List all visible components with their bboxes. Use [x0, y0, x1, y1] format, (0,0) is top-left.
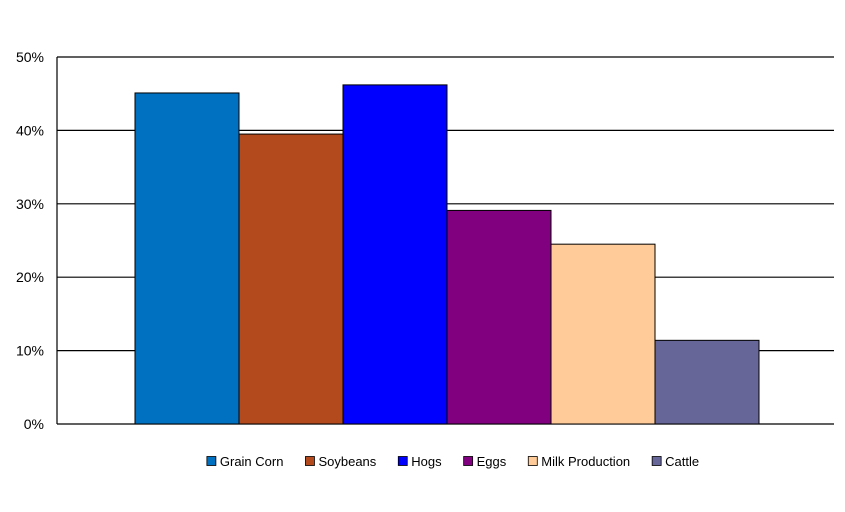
legend-swatch	[305, 456, 315, 466]
legend-item: Milk Production	[527, 454, 630, 469]
bar-soybeans	[238, 133, 344, 425]
legend-label: Hogs	[411, 454, 442, 469]
bar-eggs	[446, 209, 552, 425]
legend-swatch	[397, 456, 408, 466]
legend-swatch	[651, 456, 662, 466]
legend-item: Grain Corn	[206, 454, 284, 469]
y-tick-label: 10%	[16, 343, 44, 359]
legend-label: Grain Corn	[220, 454, 284, 469]
legend-label: Soybeans	[318, 454, 376, 469]
legend-item: Cattle	[651, 454, 699, 469]
y-tick-label: 0%	[24, 416, 44, 432]
bar-hogs	[342, 84, 448, 425]
legend-swatch	[206, 456, 217, 466]
legend-label: Eggs	[477, 454, 507, 469]
legend-swatch	[527, 456, 538, 466]
bar-cattle	[654, 339, 760, 425]
legend-item: Soybeans	[305, 454, 377, 469]
legend: Grain Corn Soybeans Hogs Eggs Milk Productio…	[206, 454, 699, 469]
y-tick-label: 30%	[16, 196, 44, 212]
y-tick-label: 40%	[16, 122, 44, 138]
y-axis: 0% 10% 20% 30% 40% 50%	[16, 49, 58, 432]
legend-label: Cattle	[665, 454, 699, 469]
y-tick-label: 20%	[16, 269, 44, 285]
bar-milk-production	[550, 243, 656, 425]
legend-swatch	[463, 456, 474, 466]
legend-label: Milk Production	[541, 454, 630, 469]
bar-grain-corn	[134, 92, 240, 425]
y-tick-label: 50%	[16, 49, 44, 65]
bars	[134, 84, 760, 425]
legend-item: Eggs	[463, 454, 507, 469]
legend-item: Hogs	[397, 454, 442, 469]
